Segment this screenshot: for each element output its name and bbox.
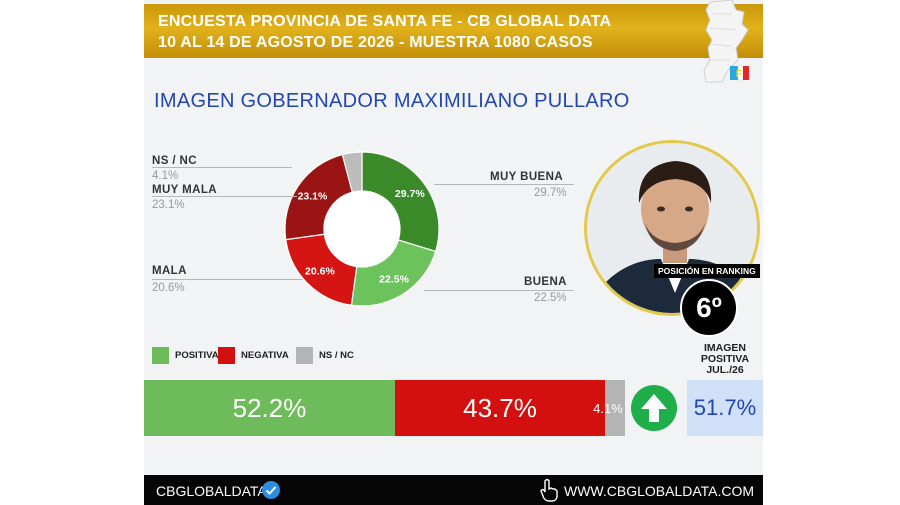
- footer-brand: CBGLOBALDATA: [156, 483, 267, 499]
- bar-label-ns-nc: 4.1%: [593, 400, 623, 416]
- footer-bar: CBGLOBALDATA WWW.CBGLOBALDATA.COM: [144, 475, 763, 505]
- legend-swatch-negativa: [218, 346, 235, 364]
- ranking-label: POSICIÓN EN RANKING: [654, 264, 760, 278]
- label-muy-buena: MUY BUENA: [490, 171, 564, 183]
- santa-fe-map-icon: F: [703, 0, 749, 83]
- value-muy-buena: 29.7%: [534, 187, 567, 199]
- label-buena: BUENA: [524, 276, 567, 288]
- bar-positiva: 52.2%: [144, 380, 395, 436]
- page-title: IMAGEN GOBERNADOR MAXIMILIANO PULLARO: [154, 90, 630, 112]
- legend-swatch-positiva: [152, 346, 169, 364]
- donut-value-label-mala: 20.6%: [305, 266, 335, 278]
- previous-positive-value: 51.7%: [687, 380, 763, 436]
- svg-text:F: F: [736, 69, 742, 80]
- legend-label-positiva: POSITIVA: [175, 349, 219, 361]
- label-mala: MALA: [152, 265, 187, 277]
- label-ns-nc: NS / NC: [152, 155, 197, 167]
- infographic-card: ENCUESTA PROVINCIA DE SANTA FE - CB GLOB…: [144, 0, 763, 505]
- value-mala: 20.6%: [152, 282, 185, 294]
- bar-label-negativa: 43.7%: [463, 392, 537, 423]
- arrow-up-icon: [631, 385, 677, 431]
- value-muy-mala: 23.1%: [152, 199, 185, 211]
- legend-item-ns-nc: NS / NC: [296, 346, 354, 364]
- legend-label-ns-nc: NS / NC: [319, 349, 354, 361]
- value-ns-nc: 4.1%: [152, 170, 179, 182]
- bar-ns-nc: 4.1%: [593, 380, 625, 436]
- pointer-hand-icon: [540, 478, 558, 502]
- bar-label-positiva: 52.2%: [232, 392, 307, 423]
- header-banner: ENCUESTA PROVINCIA DE SANTA FE - CB GLOB…: [144, 4, 763, 58]
- donut-value-label-muy-mala: 23.1%: [298, 191, 328, 203]
- legend-swatch-ns-nc: [296, 346, 313, 364]
- donut-value-label-muy-buena: 29.7%: [395, 188, 425, 200]
- leader-line-ns-nc: [152, 167, 292, 168]
- bar-negativa: 43.7%: [395, 380, 605, 436]
- leader-line-muy-buena: [434, 184, 574, 185]
- donut-chart: 29.7% 22.5% 20.6% 23.1%: [284, 151, 440, 307]
- leader-line-buena: [424, 290, 574, 291]
- donut-value-label-buena: 22.5%: [379, 274, 409, 286]
- governor-photo: [584, 140, 760, 316]
- footer-url[interactable]: WWW.CBGLOBALDATA.COM: [564, 483, 755, 499]
- previous-image-label: IMAGEN POSITIVA JUL./26: [692, 343, 758, 376]
- label-muy-mala: MUY MALA: [152, 184, 217, 196]
- previous-label-line-1: IMAGEN: [704, 342, 746, 354]
- legend-item-positiva: POSITIVA: [152, 346, 219, 364]
- previous-label-line-2: POSITIVA: [700, 353, 750, 365]
- header-line-2: 10 AL 14 DE AGOSTO DE 2026 - MUESTRA 108…: [158, 34, 593, 51]
- legend-label-negativa: NEGATIVA: [241, 349, 289, 361]
- legend-item-negativa: NEGATIVA: [218, 346, 289, 364]
- donut-hole: [324, 191, 400, 267]
- leader-line-mala: [152, 279, 302, 280]
- leader-line-muy-mala: [152, 196, 297, 197]
- value-buena: 22.5%: [534, 292, 567, 304]
- previous-label-line-3: JUL./26: [706, 364, 744, 376]
- verified-badge-icon: [262, 481, 280, 499]
- ranking-badge: 6º: [680, 279, 738, 337]
- header-line-1: ENCUESTA PROVINCIA DE SANTA FE - CB GLOB…: [158, 13, 612, 30]
